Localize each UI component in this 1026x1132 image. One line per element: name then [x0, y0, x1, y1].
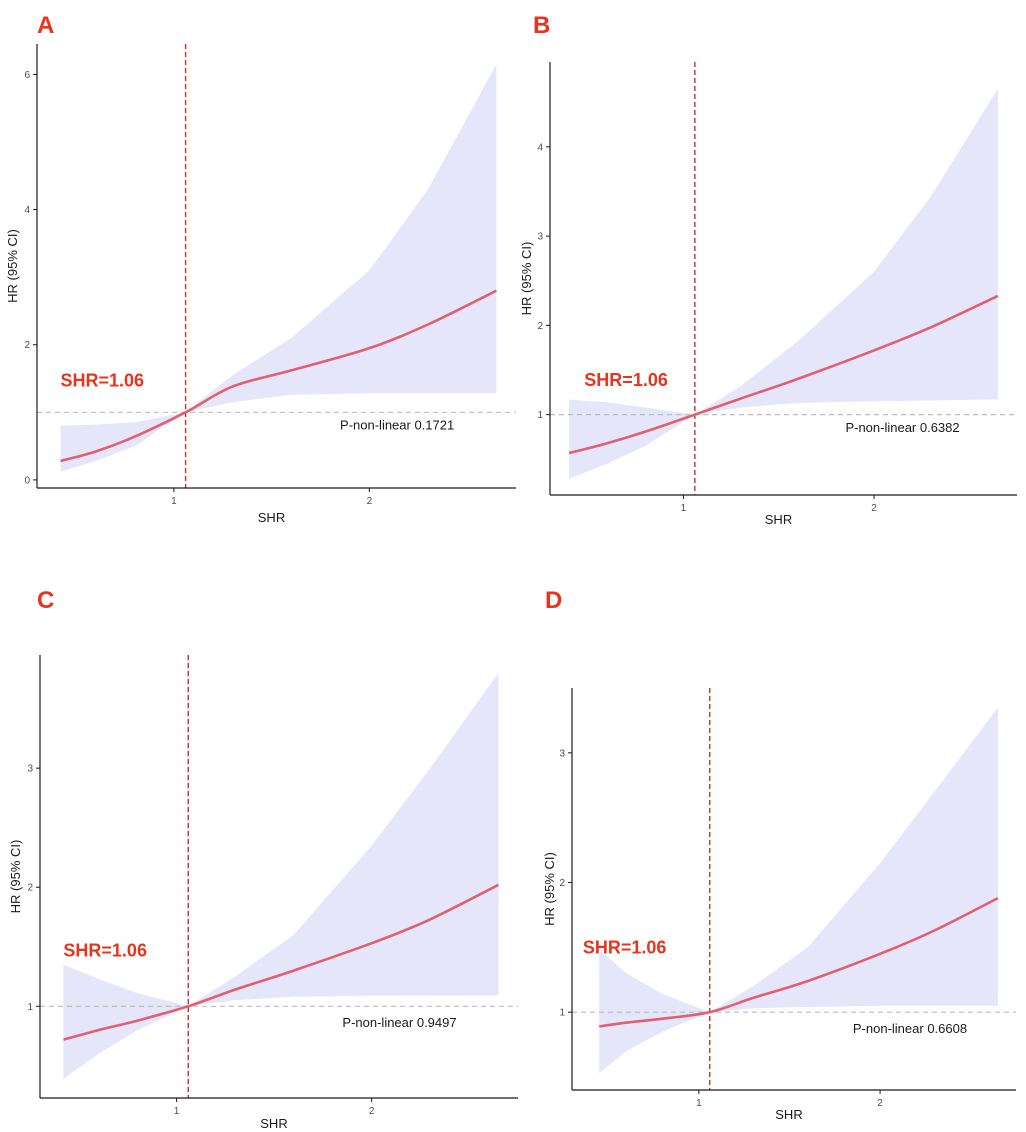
y-tick-label: 1: [537, 410, 543, 421]
y-tick-label: 2: [27, 883, 33, 894]
panel-d: 1 2 3 1 2 SHR HR (95% CI) D SHR=1.06 P-non-linear…: [542, 587, 1016, 1122]
panel-letter: D: [545, 587, 562, 614]
panel-letter: A: [37, 12, 54, 39]
y-tick-label: 3: [27, 764, 33, 775]
ci-band: [60, 64, 497, 472]
panel-letter: B: [533, 12, 550, 39]
x-tick-label: 1: [171, 496, 177, 507]
y-tick-label: 6: [24, 70, 30, 81]
y-axis-title: HR (95% CI): [542, 852, 557, 926]
panel-letter: C: [37, 587, 54, 614]
x-tick-label: 1: [681, 503, 687, 514]
p-value-annotation: P-non-linear 0.9497: [342, 1015, 456, 1030]
p-value-annotation: P-non-linear 0.6382: [845, 420, 959, 435]
ci-band: [569, 88, 998, 479]
x-tick-label: 2: [367, 496, 373, 507]
y-tick-label: 2: [537, 321, 543, 332]
cutoff-annotation: SHR=1.06: [584, 370, 668, 390]
ci-band: [63, 672, 499, 1079]
y-tick-label: 1: [559, 1008, 565, 1019]
x-axis-title: SHR: [765, 512, 792, 527]
y-tick-label: 3: [537, 232, 543, 243]
y-axis-title: HR (95% CI): [519, 242, 534, 316]
hr-curve: [63, 883, 500, 1041]
y-axis-title: HR (95% CI): [5, 229, 20, 303]
x-tick-label: 2: [877, 1098, 883, 1109]
y-tick-label: 4: [24, 205, 30, 216]
x-axis-title: SHR: [260, 1116, 287, 1131]
cutoff-annotation: SHR=1.06: [63, 940, 147, 960]
y-tick-label: 2: [559, 878, 565, 889]
cutoff-annotation: SHR=1.06: [60, 371, 144, 391]
y-tick-label: 4: [537, 142, 543, 153]
y-axis-title: HR (95% CI): [8, 840, 23, 914]
x-axis-title: SHR: [258, 510, 285, 525]
p-value-annotation: P-non-linear 0.1721: [340, 417, 454, 432]
hr-curve: [568, 294, 999, 455]
x-tick-label: 2: [369, 1106, 375, 1117]
panel-b: 1 2 3 4 1 2 SHR HR (95% CI) B SHR=1.06 P-non-linea…: [519, 12, 1017, 527]
x-tick-label: 1: [174, 1106, 180, 1117]
y-tick-label: 1: [27, 1002, 33, 1013]
cutoff-annotation: SHR=1.06: [583, 937, 667, 957]
hr-curve: [599, 896, 999, 1028]
panel-c: 1 2 3 1 2 SHR HR (95% CI) C SHR=1.06 P-non-linear…: [8, 587, 518, 1131]
x-tick-label: 2: [871, 503, 877, 514]
p-value-annotation: P-non-linear 0.6608: [853, 1021, 967, 1036]
hr-curve: [60, 289, 497, 463]
y-tick-label: 0: [24, 475, 30, 486]
x-axis-title: SHR: [775, 1107, 802, 1122]
y-tick-label: 2: [24, 340, 30, 351]
ci-band: [599, 707, 998, 1074]
x-tick-label: 1: [696, 1098, 702, 1109]
y-tick-label: 3: [559, 748, 565, 759]
panel-a: 0 2 4 6 1 2 SHR HR (95% CI) A SHR=1.06 P-non-linea…: [5, 12, 516, 525]
